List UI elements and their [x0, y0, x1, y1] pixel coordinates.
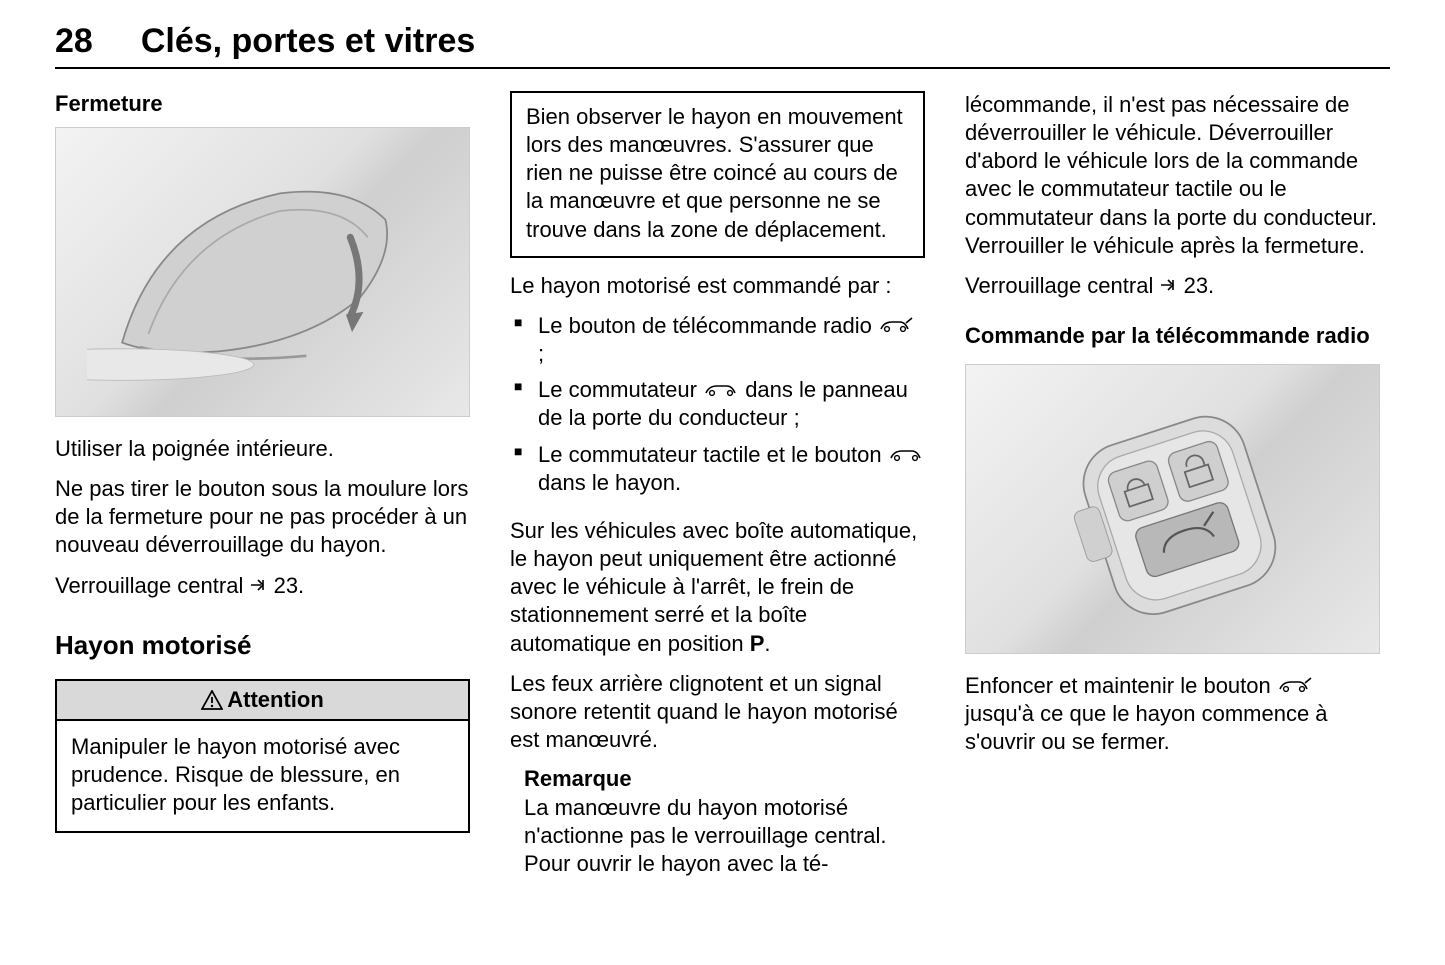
column-3: lécommande, il n'est pas nécessaire de d… [965, 91, 1380, 879]
p-auto-bold: P [750, 631, 765, 656]
p-auto-a: Sur les véhicules avec boîte automatique… [510, 518, 917, 656]
li2-text-a: Le commutateur [538, 377, 703, 402]
text-central-lock-num: 23. [274, 573, 305, 598]
list-item-door-switch: Le commutateur dans le panneau de la por… [510, 376, 925, 432]
attention-box: Attention Manipuler le hayon motorisé av… [55, 679, 470, 833]
li3-text-b: dans le hayon. [538, 470, 681, 495]
li1-text-a: Le bouton de télécommande radio [538, 313, 878, 338]
car-outline-icon [703, 380, 739, 398]
li3-text-a: Le commutateur tactile et le bouton [538, 442, 888, 467]
reference-arrow-icon-2 [1159, 276, 1177, 294]
text-central-lock-num-2: 23. [1184, 273, 1215, 298]
attention-header: Attention [57, 681, 468, 721]
page-number: 28 [55, 22, 93, 61]
remark-heading: Remarque [524, 766, 925, 792]
car-open-tailgate-icon-2 [1277, 676, 1313, 694]
control-list: Le bouton de télécommande radio ; Le com… [510, 312, 925, 505]
list-item-remote: Le bouton de télécommande radio ; [510, 312, 925, 368]
p-bottom-b: jusqu'à ce que le hayon commence à s'ouv… [965, 701, 1328, 754]
attention-continuation-box: Bien observer le hayon en mouvement lors… [510, 91, 925, 258]
heading-hayon-motorise: Hayon motorisé [55, 630, 470, 661]
text-central-lock-pre: Verrouillage central [55, 573, 249, 598]
text-press-hold: Enfoncer et maintenir le bouton jusqu'à … [965, 672, 1380, 756]
p-bottom-a: Enfoncer et maintenir le bouton [965, 673, 1277, 698]
reference-arrow-icon [249, 576, 267, 594]
figure-tailgate-closing [55, 127, 470, 417]
attention-label: Attention [227, 687, 324, 713]
list-item-touch-switch: Le commutateur tactile et le bouton dans… [510, 441, 925, 497]
car-outline-icon-2 [888, 445, 924, 463]
text-rear-lights: Les feux arrière clignotent et un signal… [510, 670, 925, 754]
text-automatic-gearbox: Sur les véhicules avec boîte automatique… [510, 517, 925, 658]
warning-triangle-icon [201, 690, 223, 710]
column-2: Bien observer le hayon en mouvement lors… [510, 91, 925, 879]
heading-remote-control: Commande par la télécommande radio [965, 322, 1380, 350]
figure-key-fob [965, 364, 1380, 654]
li1-text-b: ; [538, 341, 544, 366]
text-central-lock-ref: Verrouillage central 23. [55, 572, 470, 600]
text-central-lock-pre-2: Verrouillage central [965, 273, 1159, 298]
header-rule [55, 67, 1390, 69]
remark-block: Remarque La manœuvre du hayon motorisé n… [510, 766, 925, 878]
heading-fermeture: Fermeture [55, 91, 470, 117]
column-1: Fermeture Utiliser la poignée intérieure… [55, 91, 470, 879]
remark-body: La manœuvre du hayon motorisé n'actionne… [524, 794, 925, 878]
tailgate-illustration [87, 150, 438, 395]
page-title: Clés, portes et vitres [141, 22, 475, 61]
p-auto-end: . [764, 631, 770, 656]
text-remote-continuation: lécommande, il n'est pas nécessaire de d… [965, 91, 1380, 260]
car-open-tailgate-icon [878, 316, 914, 334]
key-fob-illustration [997, 386, 1348, 631]
text-central-lock-ref-2: Verrouillage central 23. [965, 272, 1380, 300]
text-do-not-pull: Ne pas tirer le bouton sous la moulure l… [55, 475, 470, 559]
text-controlled-by: Le hayon motorisé est commandé par : [510, 272, 925, 300]
text-use-handle: Utiliser la poignée intérieure. [55, 435, 470, 463]
attention-body: Manipuler le hayon motorisé avec prudenc… [57, 721, 468, 831]
